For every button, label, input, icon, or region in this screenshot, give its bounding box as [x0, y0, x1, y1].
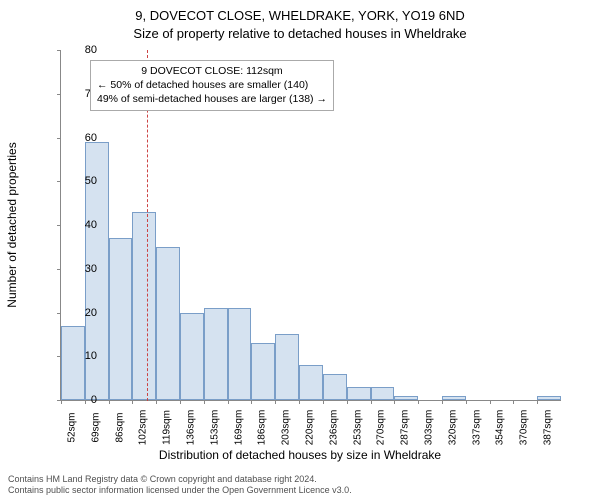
x-tick-label: 354sqm: [495, 410, 506, 446]
x-tick-label: 169sqm: [233, 410, 244, 446]
x-tick-label: 69sqm: [90, 412, 101, 442]
y-tick-label: 20: [62, 307, 97, 319]
histogram-bar: [299, 365, 323, 400]
x-tick-mark: [228, 400, 229, 404]
y-tick-label: 10: [62, 350, 97, 362]
histogram-bar: [61, 326, 85, 400]
y-tick-mark: [57, 50, 61, 51]
x-tick-label: 203sqm: [281, 410, 292, 446]
y-tick-mark: [57, 94, 61, 95]
histogram-bar: [442, 396, 466, 400]
x-tick-label: 236sqm: [328, 410, 339, 446]
x-tick-mark: [418, 400, 419, 404]
x-tick-label: 320sqm: [447, 410, 458, 446]
chart-title-line1: 9, DOVECOT CLOSE, WHELDRAKE, YORK, YO19 …: [0, 8, 600, 23]
footer-attribution: Contains HM Land Registry data © Crown c…: [8, 474, 352, 497]
x-tick-label: 303sqm: [424, 410, 435, 446]
x-tick-label: 387sqm: [543, 410, 554, 446]
y-tick-mark: [57, 269, 61, 270]
histogram-bar: [228, 308, 252, 400]
annotation-line2: ← 50% of detached houses are smaller (14…: [97, 78, 327, 92]
x-tick-label: 86sqm: [114, 412, 125, 442]
histogram-bar: [204, 308, 228, 400]
x-tick-mark: [109, 400, 110, 404]
footer-line2: Contains public sector information licen…: [8, 485, 352, 496]
histogram-bar: [371, 387, 395, 400]
x-tick-label: 102sqm: [138, 410, 149, 446]
x-tick-mark: [371, 400, 372, 404]
histogram-bar: [109, 238, 133, 400]
x-tick-label: 370sqm: [519, 410, 530, 446]
y-tick-label: 0: [62, 394, 97, 406]
x-tick-mark: [275, 400, 276, 404]
x-tick-label: 337sqm: [471, 410, 482, 446]
y-tick-mark: [57, 225, 61, 226]
histogram-bar: [251, 343, 275, 400]
x-tick-mark: [299, 400, 300, 404]
x-tick-mark: [466, 400, 467, 404]
histogram-bar: [180, 313, 204, 401]
x-tick-label: 270sqm: [376, 410, 387, 446]
annotation-line3: 49% of semi-detached houses are larger (…: [97, 92, 327, 106]
y-tick-label: 30: [62, 263, 97, 275]
y-tick-mark: [57, 181, 61, 182]
x-tick-mark: [347, 400, 348, 404]
histogram-bar: [537, 396, 561, 400]
x-tick-mark: [323, 400, 324, 404]
x-tick-label: 119sqm: [162, 410, 173, 445]
x-tick-label: 153sqm: [209, 410, 220, 446]
footer-line1: Contains HM Land Registry data © Crown c…: [8, 474, 352, 485]
histogram-bar: [132, 212, 156, 400]
chart-container: 9, DOVECOT CLOSE, WHELDRAKE, YORK, YO19 …: [0, 0, 600, 500]
x-tick-label: 253sqm: [352, 410, 363, 446]
y-tick-mark: [57, 313, 61, 314]
histogram-bar: [347, 387, 371, 400]
histogram-bar: [394, 396, 418, 400]
y-tick-mark: [57, 138, 61, 139]
x-tick-mark: [251, 400, 252, 404]
x-tick-mark: [513, 400, 514, 404]
x-tick-mark: [442, 400, 443, 404]
histogram-bar: [156, 247, 180, 400]
histogram-bar: [323, 374, 347, 400]
x-tick-label: 287sqm: [400, 410, 411, 446]
y-axis-label: Number of detached properties: [5, 142, 19, 307]
y-tick-label: 80: [62, 44, 97, 56]
annotation-box: 9 DOVECOT CLOSE: 112sqm← 50% of detached…: [90, 60, 334, 111]
x-tick-mark: [204, 400, 205, 404]
x-tick-label: 52sqm: [66, 412, 77, 442]
x-tick-mark: [180, 400, 181, 404]
x-tick-mark: [132, 400, 133, 404]
x-tick-label: 186sqm: [257, 410, 268, 446]
y-tick-label: 50: [62, 175, 97, 187]
x-tick-mark: [394, 400, 395, 404]
y-tick-label: 60: [62, 132, 97, 144]
x-axis-label: Distribution of detached houses by size …: [0, 448, 600, 462]
chart-title-line2: Size of property relative to detached ho…: [0, 26, 600, 41]
x-tick-label: 136sqm: [185, 410, 196, 446]
x-tick-mark: [537, 400, 538, 404]
annotation-line1: 9 DOVECOT CLOSE: 112sqm: [97, 64, 327, 78]
histogram-bar: [275, 334, 299, 400]
x-tick-label: 220sqm: [305, 410, 316, 446]
y-tick-label: 40: [62, 219, 97, 231]
x-tick-mark: [156, 400, 157, 404]
x-tick-mark: [490, 400, 491, 404]
